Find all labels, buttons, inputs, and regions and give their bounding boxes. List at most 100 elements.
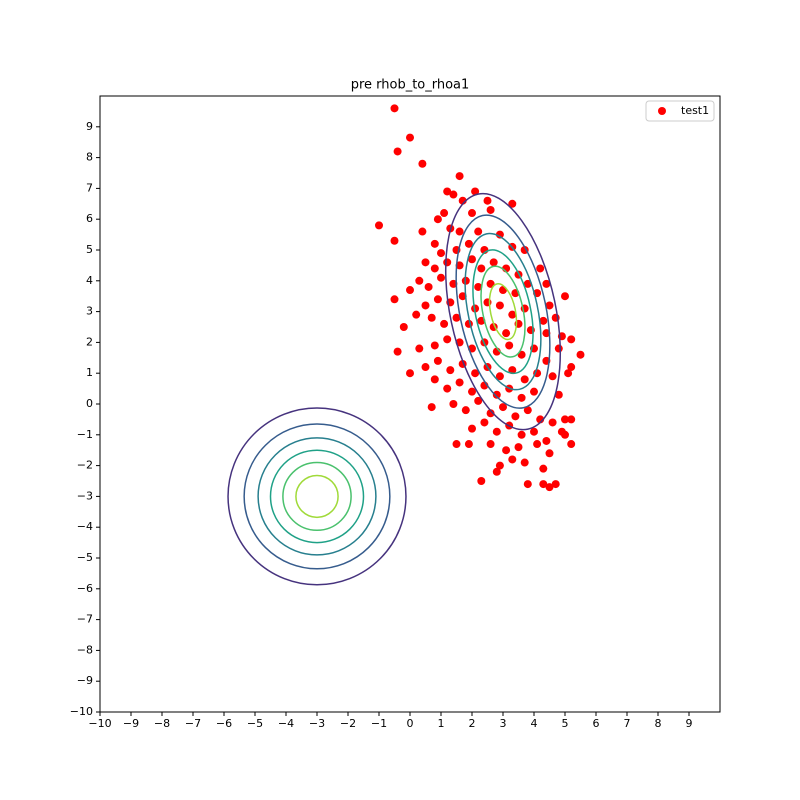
x-tick-label: −2 [340, 717, 356, 730]
scatter-point [418, 227, 427, 236]
x-tick-label: 2 [469, 717, 476, 730]
scatter-point [511, 412, 520, 421]
scatter-point [495, 461, 504, 470]
scatter-point [474, 282, 483, 291]
scatter-point [375, 221, 383, 230]
contour-line [480, 265, 526, 358]
contour-line [295, 474, 339, 519]
x-tick-label: −9 [123, 717, 139, 730]
scatter-point [433, 295, 442, 304]
x-tick-label: 3 [500, 717, 507, 730]
scatter-point [443, 258, 452, 267]
scatter-point [520, 375, 529, 384]
scatter-point [468, 255, 476, 264]
scatter-point [390, 104, 399, 113]
legend-marker [658, 107, 666, 115]
scatter-point [517, 430, 526, 439]
x-tick-label: 4 [531, 717, 538, 730]
scatter-point [452, 440, 461, 449]
scatter-point [486, 279, 495, 288]
y-tick-label: 8 [86, 151, 93, 164]
scatter-point [489, 258, 498, 267]
contour-line [455, 214, 551, 409]
scatter-point [561, 415, 569, 424]
scatter-point [495, 230, 504, 239]
scatter-point [464, 239, 473, 248]
scatter-point [483, 196, 492, 205]
scatter-point [393, 147, 402, 156]
scatter-point [542, 329, 551, 338]
y-tick-label: 2 [86, 335, 93, 348]
scatter-point [427, 403, 436, 412]
scatter-point [464, 440, 473, 449]
scatter-point [455, 172, 464, 181]
contour-line [269, 449, 365, 544]
scatter-point [523, 406, 532, 415]
x-tick-label: 7 [624, 717, 631, 730]
scatter-point [471, 369, 480, 378]
scatter-point [505, 341, 514, 350]
scatter-point [412, 310, 421, 319]
x-tick-label: −8 [154, 717, 170, 730]
y-tick-label: −4 [77, 520, 93, 533]
scatter-point [430, 239, 439, 248]
scatter-point [567, 363, 576, 372]
scatter-point [474, 227, 483, 236]
scatter-point [455, 261, 464, 270]
scatter-point [477, 477, 486, 485]
y-tick-label: −3 [77, 489, 93, 502]
scatter-point [508, 199, 517, 208]
y-tick-label: 1 [86, 366, 93, 379]
scatter-point [446, 366, 455, 375]
legend-box [645, 100, 715, 122]
x-tick-label: 8 [655, 717, 662, 730]
scatter-point [545, 483, 554, 492]
scatter-point [418, 159, 427, 168]
scatter-point [406, 369, 414, 378]
scatter-point [517, 393, 526, 402]
scatter-point [542, 436, 551, 445]
scatter-point [440, 209, 449, 218]
scatter-point [415, 344, 424, 353]
scatter-point [492, 390, 501, 399]
scatter-point [567, 440, 576, 449]
y-tick-label: −1 [77, 428, 93, 441]
scatter-point [542, 279, 551, 288]
x-tick-label: −7 [185, 717, 201, 730]
scatter-point [514, 443, 523, 452]
contour-line [444, 192, 562, 431]
scatter-point [530, 387, 538, 396]
scatter-point [458, 292, 467, 301]
scatter-point [474, 396, 483, 405]
scatter-point [554, 344, 563, 353]
scatter-point [406, 133, 414, 142]
scatter-point [443, 335, 452, 344]
scatter-point [424, 282, 433, 291]
y-tick-label: 6 [86, 212, 93, 225]
scatter-point [468, 387, 476, 396]
scatter-point [461, 406, 470, 415]
scatter-point [551, 480, 560, 489]
scatter-point [480, 418, 489, 427]
contour-line [464, 232, 542, 391]
y-tick-label: −6 [77, 582, 93, 595]
scatter-point [492, 467, 501, 476]
scatter-point [495, 372, 504, 381]
scatter-point [539, 464, 548, 473]
scatter-point [502, 446, 511, 455]
scatter-point [567, 335, 576, 344]
scatter-point [449, 400, 458, 408]
scatter-point [390, 236, 399, 245]
scatter-point [452, 313, 461, 322]
x-tick-label: −3 [309, 717, 325, 730]
scatter-point [430, 264, 439, 273]
scatter-point [433, 356, 442, 365]
x-tick-label: −6 [216, 717, 232, 730]
y-tick-label: 5 [86, 243, 93, 256]
scatter-point [508, 366, 517, 375]
scatter-point [564, 369, 573, 378]
y-tick-label: 7 [86, 181, 93, 194]
x-tick-label: 9 [686, 717, 693, 730]
scatter-point [533, 440, 542, 449]
